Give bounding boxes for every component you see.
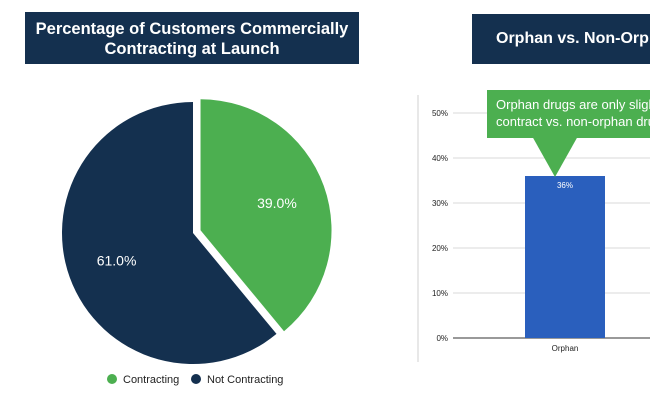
y-tick-label: 40% <box>432 154 448 163</box>
legend-item-not-contracting: Not Contracting <box>191 374 283 386</box>
y-tick-label: 30% <box>432 199 448 208</box>
pie-label-not-contracting: 61.0% <box>97 253 137 269</box>
annotation-callout: Orphan drugs are only slighth contract v… <box>487 90 650 138</box>
legend-item-contracting: Contracting <box>107 374 179 386</box>
y-tick-label: 50% <box>432 109 448 118</box>
annotation-line-1: Orphan drugs are only slighth <box>496 97 650 112</box>
legend-swatch-contracting <box>107 374 117 384</box>
x-tick-label: Orphan <box>552 344 579 353</box>
pie-title-line-2: Contracting at Launch <box>104 40 280 58</box>
bar-orphan <box>525 176 605 338</box>
callout-pointer <box>532 136 578 177</box>
legend-label-not-contracting: Not Contracting <box>207 374 284 386</box>
pie-slice-not-contracting <box>61 102 277 364</box>
y-tick-label: 0% <box>436 334 448 343</box>
legend-swatch-not-contracting <box>191 374 201 384</box>
bar-value-label: 36% <box>557 181 573 190</box>
pie-label-contracting: 39.0% <box>257 195 297 211</box>
pie-title-line-1: Percentage of Customers Commercially <box>35 20 349 38</box>
y-tick-label: 20% <box>432 244 448 253</box>
pie-chart-title: Percentage of Customers Commercially Con… <box>25 12 359 64</box>
y-tick-label: 10% <box>432 289 448 298</box>
bar-chart-title: Orphan vs. Non-Orp <box>472 14 650 64</box>
annotation-line-2: contract vs. non-orphan drug <box>496 114 650 129</box>
pie-slice-contracting <box>200 99 332 332</box>
legend-label-contracting: Contracting <box>123 374 180 386</box>
